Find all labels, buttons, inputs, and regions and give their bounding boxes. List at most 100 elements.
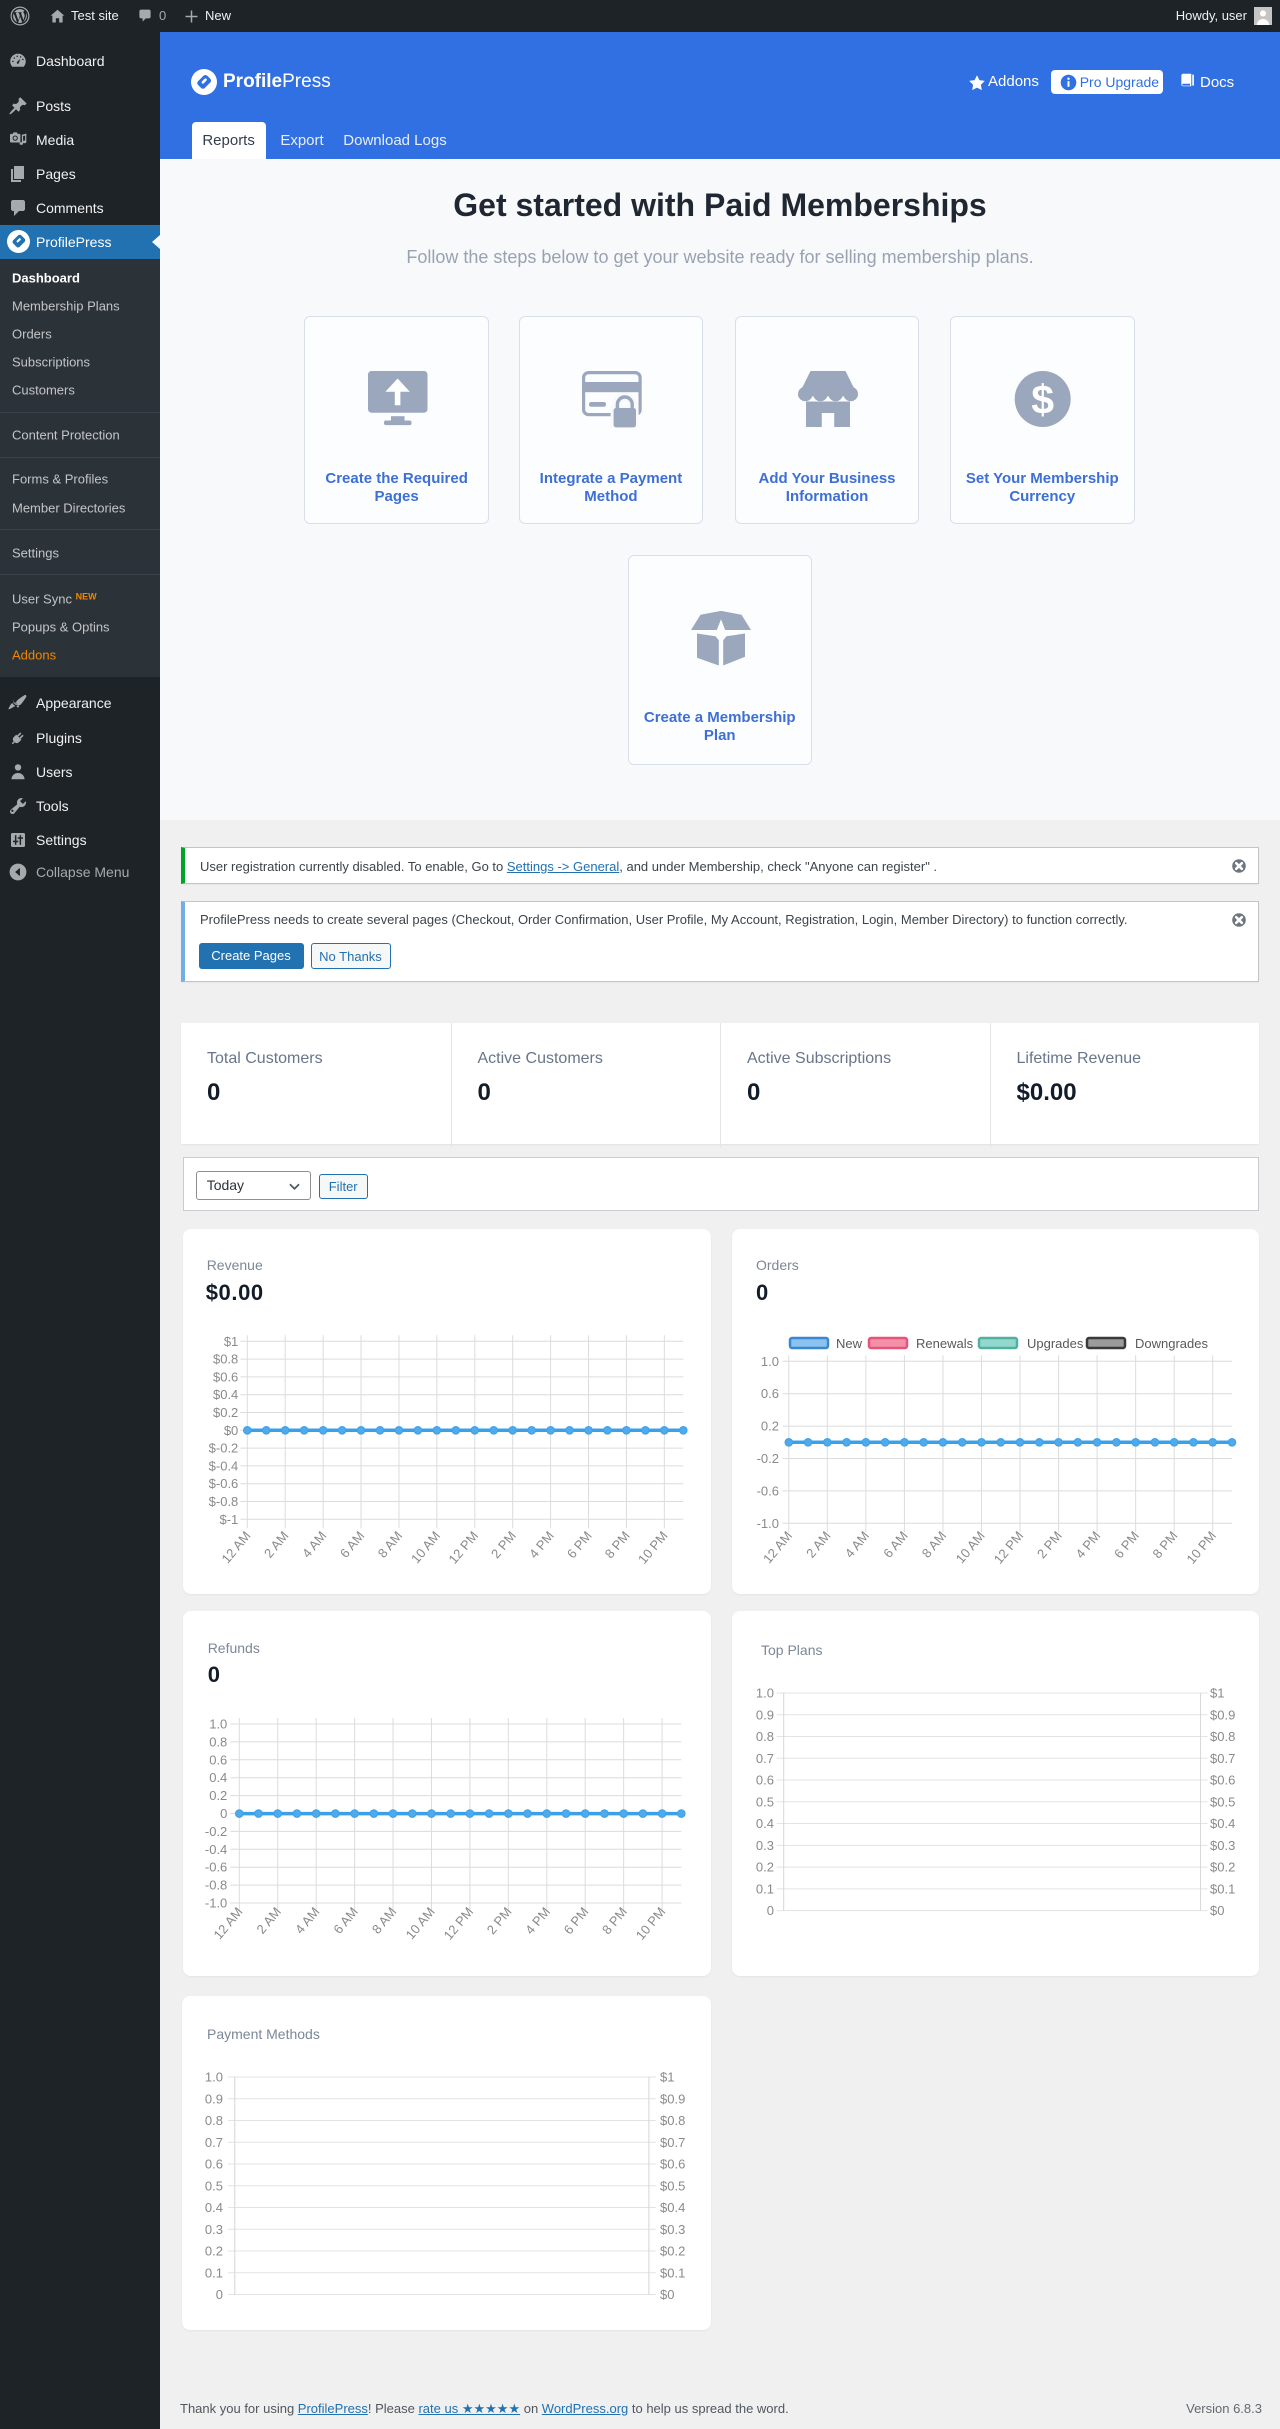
svg-text:-0.8: -0.8 [205, 1878, 227, 1893]
svg-text:$0.4: $0.4 [1210, 1816, 1235, 1831]
svg-text:0.2: 0.2 [205, 2243, 223, 2258]
svg-text:10 PM: 10 PM [1183, 1528, 1219, 1566]
svg-text:-0.4: -0.4 [205, 1842, 227, 1857]
svg-text:12 AM: 12 AM [218, 1528, 253, 1566]
svg-text:$-0.6: $-0.6 [208, 1476, 238, 1491]
svg-text:$0.9: $0.9 [660, 2091, 685, 2106]
svg-text:8 AM: 8 AM [368, 1904, 399, 1936]
svg-text:8 AM: 8 AM [374, 1528, 405, 1560]
svg-text:10 AM: 10 AM [402, 1904, 437, 1942]
svg-text:4 PM: 4 PM [522, 1904, 553, 1937]
svg-text:$0.5: $0.5 [660, 2178, 685, 2193]
svg-text:$0.2: $0.2 [660, 2243, 685, 2258]
svg-text:$0.6: $0.6 [1210, 1773, 1235, 1788]
svg-text:12 PM: 12 PM [445, 1528, 481, 1566]
svg-text:$0.2: $0.2 [1210, 1860, 1235, 1875]
svg-text:0.7: 0.7 [756, 1751, 774, 1766]
svg-text:0.5: 0.5 [205, 2178, 223, 2193]
svg-text:$0.1: $0.1 [660, 2265, 685, 2280]
svg-text:1.0: 1.0 [761, 1353, 779, 1368]
svg-text:4 AM: 4 AM [842, 1528, 873, 1560]
svg-text:0.1: 0.1 [756, 1881, 774, 1896]
svg-text:-0.2: -0.2 [205, 1824, 227, 1839]
svg-text:2 PM: 2 PM [1034, 1528, 1065, 1561]
svg-text:4 PM: 4 PM [526, 1528, 557, 1561]
svg-text:$0.7: $0.7 [660, 2134, 685, 2149]
svg-text:12 PM: 12 PM [991, 1528, 1027, 1566]
svg-text:$0.6: $0.6 [213, 1369, 238, 1384]
svg-text:6 AM: 6 AM [880, 1528, 911, 1560]
svg-text:$0.7: $0.7 [1210, 1751, 1235, 1766]
svg-text:1.0: 1.0 [756, 1686, 774, 1701]
svg-text:0.6: 0.6 [205, 2156, 223, 2171]
svg-text:Downgrades: Downgrades [1135, 1336, 1208, 1351]
svg-text:-1.0: -1.0 [205, 1896, 227, 1911]
svg-text:0.6: 0.6 [761, 1386, 779, 1401]
svg-text:$0.6: $0.6 [660, 2156, 685, 2171]
svg-text:8 PM: 8 PM [1149, 1528, 1180, 1561]
svg-text:12 PM: 12 PM [440, 1904, 476, 1942]
svg-text:6 PM: 6 PM [1111, 1528, 1142, 1561]
svg-text:$0.8: $0.8 [1210, 1729, 1235, 1744]
svg-text:4 AM: 4 AM [299, 1528, 330, 1560]
svg-text:0.1: 0.1 [205, 2265, 223, 2280]
svg-text:10 PM: 10 PM [635, 1528, 671, 1566]
svg-text:10 AM: 10 AM [953, 1528, 988, 1566]
svg-text:6 PM: 6 PM [560, 1904, 591, 1937]
svg-text:Upgrades: Upgrades [1027, 1336, 1084, 1351]
svg-text:2 PM: 2 PM [483, 1904, 514, 1937]
svg-text:0.8: 0.8 [209, 1734, 227, 1749]
svg-text:$0.8: $0.8 [213, 1351, 238, 1366]
svg-text:$0.3: $0.3 [660, 2221, 685, 2236]
svg-text:0.3: 0.3 [205, 2221, 223, 2236]
svg-text:$0: $0 [1210, 1903, 1224, 1918]
svg-text:2 AM: 2 AM [261, 1528, 292, 1560]
svg-text:0.9: 0.9 [756, 1707, 774, 1722]
svg-text:$0: $0 [224, 1422, 238, 1437]
svg-text:0: 0 [216, 2287, 223, 2302]
svg-text:6 AM: 6 AM [336, 1528, 367, 1560]
svg-text:$: $ [1031, 376, 1054, 422]
svg-text:0.2: 0.2 [761, 1418, 779, 1433]
svg-text:0.4: 0.4 [756, 1816, 774, 1831]
svg-text:$1: $1 [1210, 1686, 1224, 1701]
svg-text:0.8: 0.8 [205, 2113, 223, 2128]
svg-text:2 AM: 2 AM [803, 1528, 834, 1560]
svg-text:-0.6: -0.6 [757, 1483, 779, 1498]
svg-text:0.4: 0.4 [209, 1770, 227, 1785]
svg-text:0.2: 0.2 [209, 1788, 227, 1803]
svg-text:10 PM: 10 PM [632, 1904, 668, 1942]
svg-text:$1: $1 [660, 2069, 674, 2084]
svg-text:$-0.8: $-0.8 [208, 1494, 238, 1509]
svg-text:New: New [836, 1336, 863, 1351]
svg-text:6 PM: 6 PM [564, 1528, 595, 1561]
svg-text:-1.0: -1.0 [757, 1515, 779, 1530]
svg-text:0.6: 0.6 [209, 1752, 227, 1767]
svg-text:0.7: 0.7 [205, 2134, 223, 2149]
svg-text:8 PM: 8 PM [601, 1528, 632, 1561]
svg-text:0: 0 [220, 1806, 227, 1821]
svg-text:$0.3: $0.3 [1210, 1838, 1235, 1853]
svg-text:$0: $0 [660, 2287, 674, 2302]
svg-text:$-1: $-1 [219, 1511, 238, 1526]
svg-text:$1: $1 [224, 1333, 238, 1348]
svg-text:$0.2: $0.2 [213, 1405, 238, 1420]
svg-text:8 PM: 8 PM [599, 1904, 630, 1937]
svg-text:$-0.4: $-0.4 [208, 1458, 238, 1473]
svg-text:-0.6: -0.6 [205, 1860, 227, 1875]
svg-text:$0.4: $0.4 [660, 2200, 685, 2215]
svg-text:4 AM: 4 AM [292, 1904, 323, 1936]
svg-text:2 PM: 2 PM [488, 1528, 519, 1561]
svg-text:$0.4: $0.4 [213, 1387, 238, 1402]
svg-text:4 PM: 4 PM [1072, 1528, 1103, 1561]
svg-text:0.2: 0.2 [756, 1860, 774, 1875]
svg-text:0.8: 0.8 [756, 1729, 774, 1744]
svg-text:$0.9: $0.9 [1210, 1707, 1235, 1722]
svg-text:$-0.2: $-0.2 [208, 1440, 238, 1455]
svg-text:0: 0 [767, 1903, 774, 1918]
svg-text:$0.5: $0.5 [1210, 1794, 1235, 1809]
svg-text:$0.1: $0.1 [1210, 1881, 1235, 1896]
svg-text:1.0: 1.0 [205, 2069, 223, 2084]
svg-text:2 AM: 2 AM [253, 1904, 284, 1936]
svg-text:Renewals: Renewals [916, 1336, 974, 1351]
